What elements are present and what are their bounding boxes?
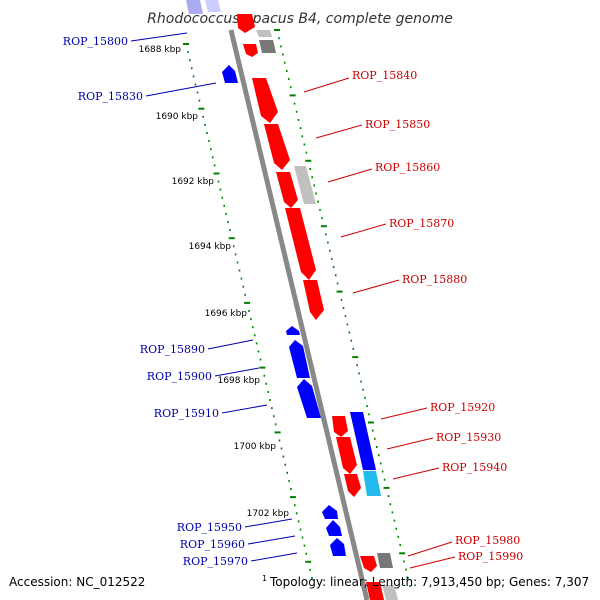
gene-arrow-rop-15950[interactable] <box>322 505 338 519</box>
leader-line-rop-15950 <box>244 518 293 528</box>
leader-line-rop-15890 <box>207 339 254 350</box>
leader-line-rop-15910 <box>221 404 268 414</box>
scale-label-1700: 1700 kbp <box>234 442 277 452</box>
map-title: Rhodococcus opacus B4, complete genome <box>147 11 453 27</box>
gene-label-rop-15830[interactable]: ROP_15830 <box>78 90 143 103</box>
scale-label-1702: 1702 kbp <box>247 509 290 519</box>
gene-label-rop-15900[interactable]: ROP_15900 <box>147 370 212 383</box>
scale-label-1698: 1698 kbp <box>218 376 261 386</box>
leader-line-rop-15850 <box>315 124 363 139</box>
gene-label-rop-15880[interactable]: ROP_15880 <box>402 273 467 286</box>
leader-line-rop-15940 <box>392 467 440 480</box>
leader-line-rop-15860 <box>327 168 373 183</box>
gene-arrow-rop-15980[interactable] <box>360 556 377 572</box>
leader-line-rop-15970 <box>250 552 298 562</box>
gene-arrow-rop-15860[interactable] <box>276 172 298 208</box>
gene-label-rop-15920[interactable]: ROP_15920 <box>430 401 495 414</box>
gene-arrow-rop-15880[interactable] <box>303 280 324 320</box>
gene-label-rop-15860[interactable]: ROP_15860 <box>375 161 440 174</box>
leader-line-rop-15960 <box>247 535 296 545</box>
leader-line-rop-15870 <box>340 223 387 238</box>
gene-arrow-rop-15850[interactable] <box>264 124 290 170</box>
leader-line-rop-15880 <box>352 279 400 294</box>
gene-label-rop-15980[interactable]: ROP_15980 <box>455 534 520 547</box>
scale-track-left <box>183 43 313 579</box>
gene-label-rop-15940[interactable]: ROP_15940 <box>442 461 507 474</box>
gene-label-rop-15870[interactable]: ROP_15870 <box>389 217 454 230</box>
gene-arrow-rop-15900[interactable] <box>289 340 310 378</box>
gene-label-rop-15800[interactable]: ROP_15800 <box>63 35 128 48</box>
gene-arrow-rop-15940[interactable] <box>363 471 381 496</box>
leader-line-rop-15990 <box>409 556 456 569</box>
leader-line-rop-15830 <box>145 82 217 97</box>
gene-arrow-rop-15860-pseudo[interactable] <box>294 166 316 204</box>
gene-arrow-rop-15820[interactable] <box>205 0 221 12</box>
gene-label-rop-15990[interactable]: ROP_15990 <box>458 550 523 563</box>
gene-arrow-rop-15840[interactable] <box>252 78 278 123</box>
gene-arrow-rop-15945[interactable] <box>344 474 361 497</box>
gene-label-rop-15950[interactable]: ROP_15950 <box>177 521 242 534</box>
scale-track-right <box>274 29 411 587</box>
gene-label-rop-15840[interactable]: ROP_15840 <box>352 69 417 82</box>
scale-label-1694: 1694 kbp <box>189 242 232 252</box>
gene-label-rop-15930[interactable]: ROP_15930 <box>436 431 501 444</box>
gene-arrow-rop-15870[interactable] <box>285 208 316 280</box>
gene-arrow-rop-15817[interactable] <box>243 44 258 57</box>
gene-arrow-rop-15816[interactable] <box>259 40 276 53</box>
gene-arrow-rop-16010[interactable] <box>382 585 398 600</box>
gene-arrow-rop-15990[interactable] <box>377 553 393 568</box>
gene-arrow-rop-15930[interactable] <box>350 412 376 470</box>
scale-label-1692: 1692 kbp <box>172 177 215 187</box>
leader-line-rop-15900 <box>214 367 260 377</box>
gene-arrow-rop-15910[interactable] <box>297 379 321 418</box>
gene-arrow-rop-15830[interactable] <box>222 65 238 83</box>
gene-label-rop-15850[interactable]: ROP_15850 <box>365 118 430 131</box>
topology-summary: Topology: linear; Length: 7,913,450 bp; … <box>269 575 589 589</box>
gene-arrow-rop-16000[interactable] <box>366 582 384 600</box>
leader-line-rop-15920 <box>380 407 428 420</box>
gene-label-rop-15970[interactable]: ROP_15970 <box>183 555 248 568</box>
scale-label-1696: 1696 kbp <box>205 309 248 319</box>
gene-arrow-rop-15890[interactable] <box>286 326 300 335</box>
gene-label-rop-15910[interactable]: ROP_15910 <box>154 407 219 420</box>
gene-label-rop-15890[interactable]: ROP_15890 <box>140 343 205 356</box>
gene-arrow-rop-15920[interactable] <box>332 416 348 437</box>
leader-line-rop-15800 <box>130 32 188 42</box>
gene-arrow-rop-15810[interactable] <box>237 14 255 33</box>
leader-line-rop-15840 <box>303 77 350 93</box>
gene-arrow-rop-15970[interactable] <box>330 538 346 556</box>
genome-axis <box>228 29 370 600</box>
scale-label-1688: 1688 kbp <box>139 45 182 55</box>
gene-arrow-rop-15925[interactable] <box>336 437 357 474</box>
leader-line-rop-15930 <box>386 437 434 450</box>
footnote-marker: 1 <box>262 574 267 583</box>
gene-arrow-rop-15815[interactable] <box>256 30 272 37</box>
gene-arrow-rop-15800[interactable] <box>186 0 203 14</box>
accession-text: Accession: NC_012522 <box>9 575 145 589</box>
scale-label-1690: 1690 kbp <box>156 112 199 122</box>
gene-label-rop-15960[interactable]: ROP_15960 <box>180 538 245 551</box>
gene-arrow-rop-15960[interactable] <box>326 520 342 536</box>
leader-line-rop-15980 <box>407 541 453 557</box>
